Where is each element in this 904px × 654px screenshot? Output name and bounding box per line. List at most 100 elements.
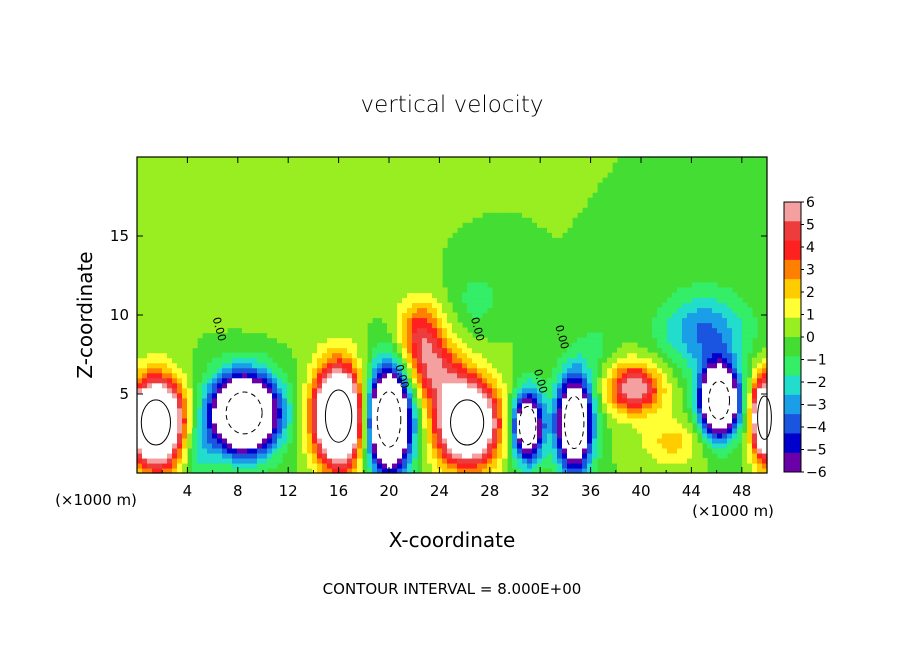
field-cell <box>312 442 318 449</box>
field-cell <box>407 357 413 364</box>
field-cell <box>252 417 258 424</box>
field-cell <box>372 172 378 178</box>
field-cell <box>217 407 223 414</box>
field-cell <box>552 432 558 439</box>
field-cell <box>347 367 353 374</box>
field-cell <box>342 372 348 379</box>
field-cell <box>187 367 193 374</box>
field-cell <box>302 247 308 253</box>
field-cell <box>472 372 478 379</box>
field-cell <box>232 372 238 379</box>
field-cell <box>402 272 408 278</box>
field-cell <box>142 417 148 424</box>
field-cell <box>342 432 348 439</box>
field-cell <box>207 217 213 223</box>
field-cell <box>627 362 633 369</box>
field-cell <box>172 417 178 424</box>
field-cell <box>342 262 348 268</box>
field-cell <box>477 312 483 319</box>
field-cell <box>217 432 223 439</box>
field-cell <box>137 332 143 339</box>
field-cell <box>367 227 373 233</box>
field-cell <box>332 397 338 404</box>
field-cell <box>412 217 418 223</box>
field-cell <box>502 387 508 394</box>
field-cell <box>357 452 363 459</box>
field-cell <box>287 427 293 434</box>
field-cell <box>242 182 248 188</box>
field-cell <box>407 372 413 379</box>
field-cell <box>632 457 638 464</box>
field-cell <box>192 467 198 474</box>
field-cell <box>202 432 208 439</box>
field-cell <box>227 452 233 459</box>
field-cell <box>407 432 413 439</box>
field-cell <box>412 277 418 283</box>
field-cell <box>347 262 353 268</box>
field-cell <box>247 162 253 168</box>
field-cell <box>432 182 438 188</box>
field-cell <box>202 417 208 424</box>
field-cell <box>202 387 208 394</box>
field-cell <box>292 302 298 309</box>
field-cell <box>572 397 578 404</box>
field-cell <box>197 197 203 203</box>
field-cell <box>392 442 398 449</box>
field-cell <box>147 292 153 299</box>
field-cell <box>337 372 343 379</box>
field-cell <box>242 282 248 289</box>
field-cell <box>252 252 258 258</box>
field-cell <box>452 202 458 208</box>
field-cell <box>252 287 258 294</box>
field-cell <box>287 407 293 414</box>
field-cell <box>577 402 583 409</box>
field-cell <box>407 167 413 173</box>
field-cell <box>197 297 203 304</box>
field-cell <box>532 157 538 163</box>
field-cell <box>162 447 168 454</box>
field-cell <box>137 257 143 263</box>
field-cell <box>627 422 633 429</box>
field-cell <box>432 447 438 454</box>
field-cell <box>137 392 143 399</box>
field-cell <box>412 437 418 444</box>
field-cell <box>432 162 438 168</box>
field-cell <box>267 247 273 253</box>
field-cell <box>572 367 578 374</box>
field-cell <box>347 372 353 379</box>
field-cell <box>312 452 318 459</box>
field-cell <box>357 207 363 213</box>
field-cell <box>317 162 323 168</box>
field-cell <box>447 467 453 474</box>
field-cell <box>587 457 593 464</box>
field-cell <box>242 362 248 369</box>
field-cell <box>287 417 293 424</box>
field-cell <box>532 172 538 178</box>
field-cell <box>287 252 293 258</box>
field-cell <box>497 417 503 424</box>
field-cell <box>152 187 158 193</box>
field-cell <box>442 467 448 474</box>
field-cell <box>367 302 373 309</box>
field-cell <box>147 347 153 354</box>
field-cell <box>147 387 153 394</box>
field-cell <box>317 442 323 449</box>
field-cell <box>202 207 208 213</box>
field-cell <box>557 417 563 424</box>
field-cell <box>267 452 273 459</box>
field-cell <box>592 387 598 394</box>
field-cell <box>262 452 268 459</box>
field-cell <box>302 397 308 404</box>
field-cell <box>302 447 308 454</box>
field-cell <box>332 377 338 384</box>
field-cell <box>607 397 613 404</box>
field-cell <box>197 237 203 243</box>
field-cell <box>627 407 633 414</box>
field-cell <box>332 207 338 213</box>
field-cell <box>552 177 558 183</box>
field-cell <box>472 337 478 344</box>
field-cell <box>467 292 473 299</box>
field-cell <box>262 457 268 464</box>
field-cell <box>382 227 388 233</box>
field-cell <box>562 207 568 213</box>
